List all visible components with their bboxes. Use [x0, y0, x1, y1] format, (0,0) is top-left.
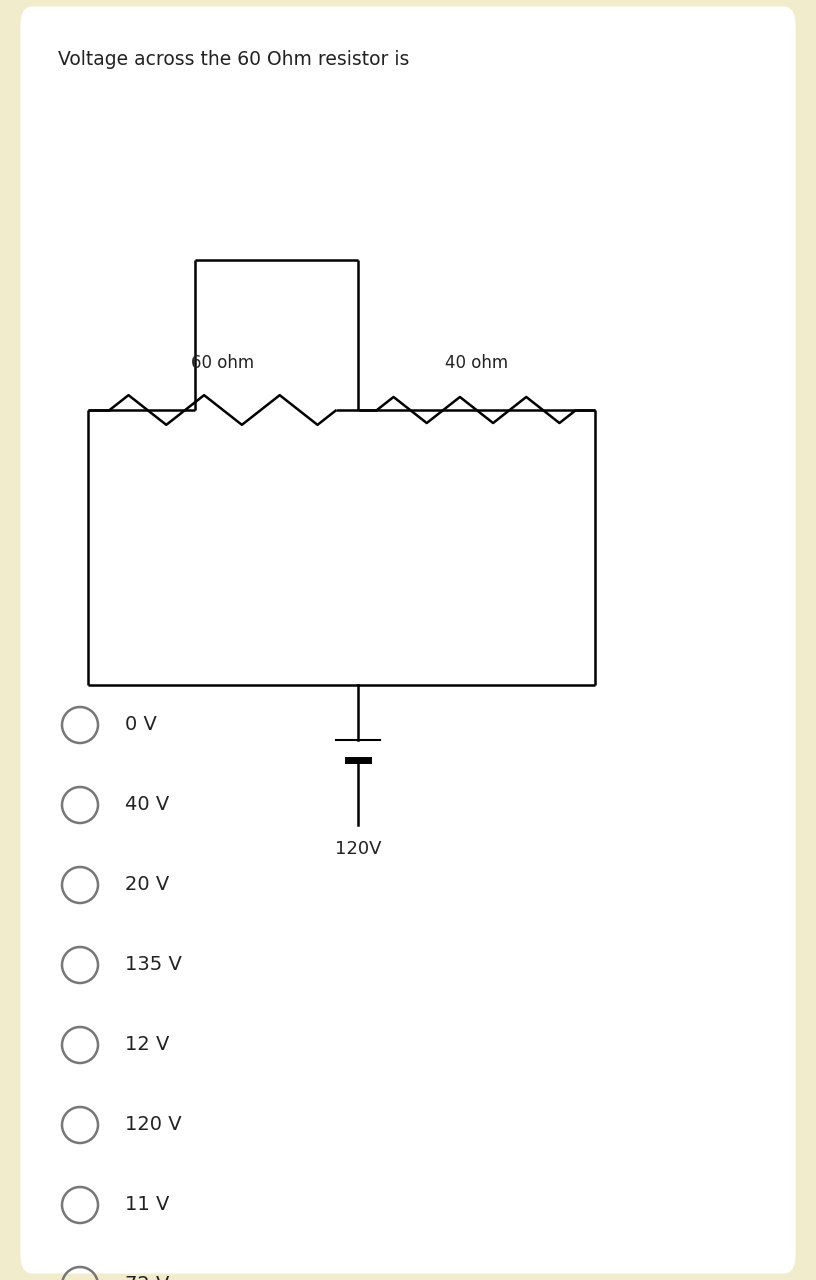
Text: 135 V: 135 V [125, 955, 182, 974]
Text: 120V: 120V [335, 840, 381, 858]
Text: 60 ohm: 60 ohm [192, 355, 255, 372]
Text: 72 V: 72 V [125, 1275, 170, 1280]
Text: 0 V: 0 V [125, 716, 157, 735]
Text: 40 V: 40 V [125, 795, 169, 814]
Text: 20 V: 20 V [125, 876, 169, 895]
Text: 40 ohm: 40 ohm [445, 355, 508, 372]
Text: Voltage across the 60 Ohm resistor is: Voltage across the 60 Ohm resistor is [58, 50, 410, 69]
Text: 11 V: 11 V [125, 1196, 170, 1215]
Text: 120 V: 120 V [125, 1115, 182, 1134]
Text: 12 V: 12 V [125, 1036, 170, 1055]
